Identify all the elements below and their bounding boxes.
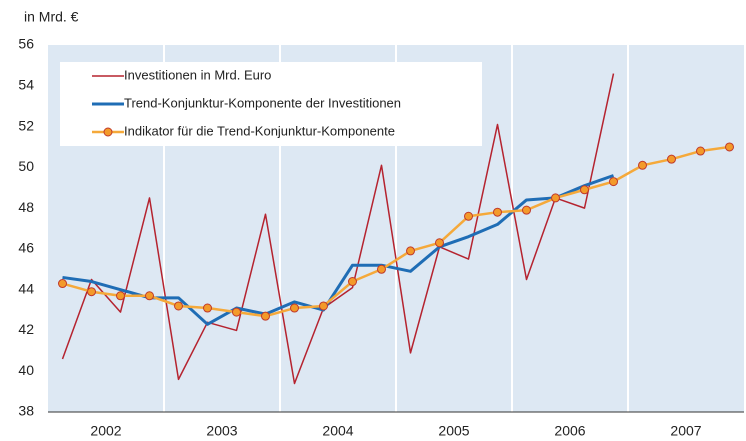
- y-tick-label: 40: [18, 362, 34, 378]
- y-tick-label: 48: [18, 199, 34, 215]
- series-marker: [174, 301, 183, 311]
- series-marker: [261, 311, 270, 321]
- y-tick-label: 54: [18, 76, 34, 92]
- series-marker: [203, 303, 212, 313]
- y-tick-label: 56: [18, 36, 34, 52]
- series-marker: [58, 279, 67, 289]
- legend-label: Investitionen in Mrd. Euro: [124, 67, 271, 82]
- series-marker: [319, 301, 328, 311]
- x-tick-label: 2006: [554, 423, 585, 439]
- x-tick-label: 2002: [90, 423, 121, 439]
- y-tick-label: 38: [18, 403, 34, 419]
- series-marker: [348, 277, 357, 287]
- series-marker: [377, 264, 386, 274]
- y-axis-label: in Mrd. €: [24, 9, 79, 25]
- series-marker: [145, 291, 154, 301]
- series-marker: [667, 154, 676, 164]
- x-tick-label: 2005: [438, 423, 469, 439]
- y-tick-label: 44: [18, 280, 34, 296]
- x-tick-label: 2003: [206, 423, 237, 439]
- series-marker: [580, 185, 589, 195]
- series-marker: [551, 193, 560, 203]
- series-marker: [232, 307, 241, 317]
- x-tick-label: 2007: [670, 423, 701, 439]
- series-marker: [696, 146, 705, 156]
- y-tick-label: 50: [18, 158, 34, 174]
- x-tick-label: 2004: [322, 423, 353, 439]
- series-marker: [116, 291, 125, 301]
- legend-box: [60, 62, 482, 146]
- series-marker: [522, 205, 531, 215]
- series-marker: [638, 160, 647, 170]
- series-line: [61, 73, 615, 385]
- series-marker: [290, 303, 299, 313]
- series-marker: [435, 238, 444, 248]
- legend-label: Trend-Konjunktur-Komponente der Investit…: [124, 95, 401, 110]
- series-marker: [725, 142, 734, 152]
- series-marker: [87, 287, 96, 297]
- legend-marker: [103, 127, 113, 137]
- series-marker: [493, 207, 502, 217]
- legend: Investitionen in Mrd. Euro Trend-Konjunkt…: [60, 62, 482, 146]
- y-tick-label: 42: [18, 321, 34, 337]
- y-tick-label: 52: [18, 117, 34, 133]
- y-tick-label: 46: [18, 240, 34, 256]
- series-marker: [609, 177, 618, 187]
- series-marker: [406, 246, 415, 256]
- series-marker: [464, 211, 473, 221]
- series-line: [62, 145, 730, 318]
- legend-label: Indikator für die Trend-Konjunktur-Kompo…: [124, 123, 395, 138]
